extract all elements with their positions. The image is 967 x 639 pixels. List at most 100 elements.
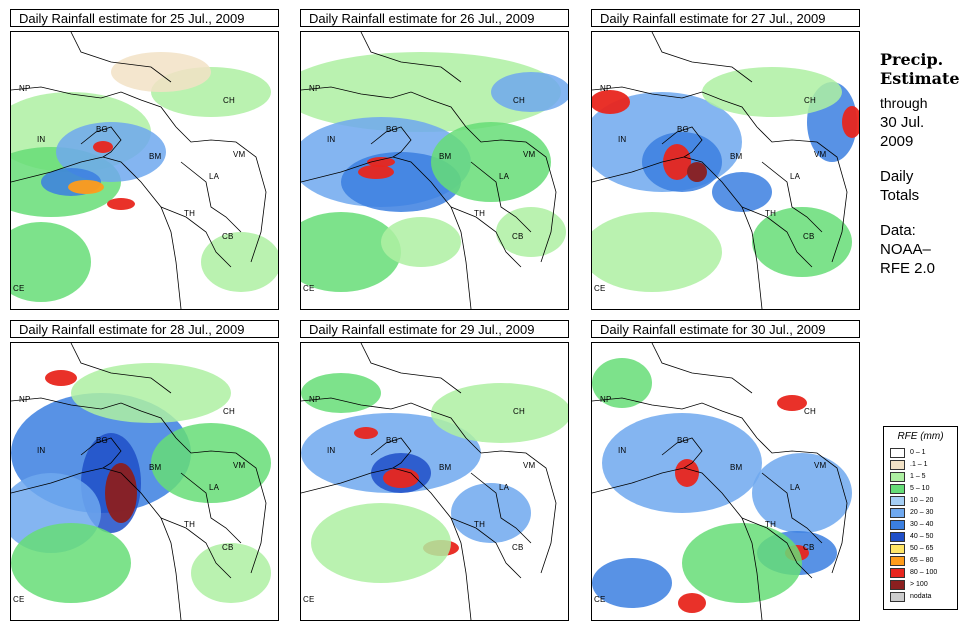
country-label-ch: CH	[513, 96, 525, 105]
caption-heading: Estimate	[880, 69, 960, 88]
country-label-bm: BM	[730, 463, 743, 472]
map-panel-25-jul: Daily Rainfall estimate for 25 Jul., 200…	[10, 9, 281, 310]
country-label-vm: VM	[814, 461, 827, 470]
country-label-bm: BM	[439, 152, 452, 161]
country-label-bm: BM	[149, 152, 162, 161]
rainfall-patch	[301, 52, 561, 132]
country-label-bm: BM	[730, 152, 743, 161]
country-boundary	[160, 517, 232, 579]
legend-item: .1 – 1	[890, 459, 956, 470]
caption-data-source: RFE 2.0	[880, 260, 936, 277]
country-boundary	[360, 32, 462, 83]
rainfall-map: NP CH IN BG BM VM LA TH CB CE	[10, 31, 279, 310]
country-boundary	[661, 126, 703, 158]
country-label-bg: BG	[386, 125, 398, 134]
country-boundary	[761, 161, 823, 233]
country-label-ce: CE	[303, 284, 315, 293]
legend-item: > 100	[890, 579, 956, 590]
country-boundary	[175, 437, 267, 574]
country-label-np: NP	[600, 395, 612, 404]
map-panel-30-jul: Daily Rainfall estimate for 30 Jul., 200…	[591, 320, 862, 621]
country-boundary	[756, 126, 848, 263]
legend-swatch	[890, 520, 905, 530]
country-boundary	[11, 156, 104, 183]
country-label-th: TH	[184, 209, 196, 218]
country-label-la: LA	[499, 172, 510, 181]
caption-date: 2009	[880, 133, 914, 150]
country-label-la: LA	[209, 483, 220, 492]
country-boundary	[11, 397, 177, 439]
country-label-th: TH	[474, 520, 486, 529]
country-label-ce: CE	[303, 595, 315, 604]
legend-label: 65 – 80	[910, 557, 934, 564]
panel-title: Daily Rainfall estimate for 28 Jul., 200…	[10, 320, 279, 338]
rainfall-patch	[663, 144, 691, 180]
caption-through: through	[880, 95, 928, 111]
country-label-ch: CH	[513, 407, 525, 416]
country-label-cb: CB	[512, 232, 524, 241]
legend-label: .1 – 1	[910, 461, 928, 468]
country-label-la: LA	[209, 172, 220, 181]
country-label-bg: BG	[677, 436, 689, 445]
legend-swatch	[890, 496, 905, 506]
country-boundary	[651, 32, 753, 83]
caption-data-source: Data:	[880, 222, 916, 239]
country-label-in: IN	[37, 135, 46, 144]
legend-label: 40 – 50	[910, 533, 934, 540]
legend-label: 1 – 5	[910, 473, 926, 480]
rainfall-patch	[191, 543, 271, 603]
country-label-cb: CB	[512, 543, 524, 552]
rainfall-patch	[592, 358, 652, 408]
rainfall-patch	[358, 165, 394, 179]
legend-swatch	[890, 508, 905, 518]
country-boundary	[470, 472, 532, 544]
country-boundary	[756, 437, 848, 574]
caption-totals: Daily	[880, 168, 914, 185]
panel-title: Daily Rainfall estimate for 29 Jul., 200…	[300, 320, 569, 338]
country-boundary	[301, 86, 467, 128]
country-boundary	[592, 86, 758, 128]
legend-item: 20 – 30	[890, 507, 956, 518]
legend-swatch	[890, 580, 905, 590]
country-boundary	[450, 206, 522, 268]
legend-item: 80 – 100	[890, 567, 956, 578]
country-boundary	[370, 126, 412, 158]
country-boundary	[80, 437, 122, 469]
map-panel-28-jul: Daily Rainfall estimate for 28 Jul., 200…	[10, 320, 281, 621]
rfe-legend: RFE (mm) 0 – 1 .1 – 1 1 – 5 5 – 10 10 – 20 20…	[883, 426, 958, 610]
rainfall-patch	[111, 52, 211, 92]
rainfall-map: NP CH IN BG BM VM LA TH CB CE	[300, 342, 569, 621]
country-label-np: NP	[19, 84, 31, 93]
legend-item: 0 – 1	[890, 447, 956, 458]
rainfall-patch	[431, 383, 568, 443]
map-panel-29-jul: Daily Rainfall estimate for 29 Jul., 200…	[300, 320, 571, 621]
rainfall-field	[11, 32, 278, 309]
country-label-ce: CE	[594, 595, 606, 604]
rainfall-map: NP CH IN BG BM VM LA TH CB CE	[300, 31, 569, 310]
side-caption: Precip. Estimate through 30 Jul. 2009 Da…	[880, 50, 967, 278]
rainfall-patch	[777, 395, 807, 411]
rainfall-patch	[354, 427, 378, 439]
map-panel-27-jul: Daily Rainfall estimate for 27 Jul., 200…	[591, 9, 862, 310]
country-label-ch: CH	[223, 407, 235, 416]
rainfall-patch	[301, 413, 481, 493]
rainfall-patch	[45, 370, 77, 386]
rainfall-patch	[105, 463, 137, 523]
legend-swatch	[890, 472, 905, 482]
country-label-ce: CE	[13, 595, 25, 604]
rainfall-map: NP CH IN BG BM VM LA TH CB CE	[591, 342, 860, 621]
country-boundary	[661, 437, 703, 469]
country-label-th: TH	[184, 520, 196, 529]
legend-item: 50 – 65	[890, 543, 956, 554]
legend-swatch	[890, 448, 905, 458]
rainfall-patch	[107, 198, 135, 210]
country-boundary	[301, 397, 467, 439]
map-panel-26-jul: Daily Rainfall estimate for 26 Jul., 200…	[300, 9, 571, 310]
legend-swatch	[890, 532, 905, 542]
rainfall-patch	[842, 106, 859, 138]
rainfall-patch	[451, 483, 531, 543]
panel-title: Daily Rainfall estimate for 27 Jul., 200…	[591, 9, 860, 27]
country-boundary	[80, 126, 122, 158]
rainfall-field	[11, 343, 278, 620]
country-label-ch: CH	[804, 96, 816, 105]
